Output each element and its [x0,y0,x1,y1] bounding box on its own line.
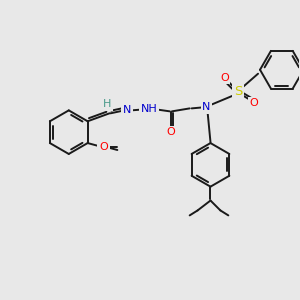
Text: NH: NH [141,104,158,114]
Text: S: S [234,85,242,98]
Text: O: O [220,73,229,83]
Text: N: N [123,105,131,116]
Text: O: O [167,127,175,137]
Text: methoxy: methoxy [120,146,127,147]
Text: N: N [202,102,211,112]
Text: O: O [250,98,259,108]
Text: H: H [103,99,112,110]
Text: O: O [99,142,108,152]
